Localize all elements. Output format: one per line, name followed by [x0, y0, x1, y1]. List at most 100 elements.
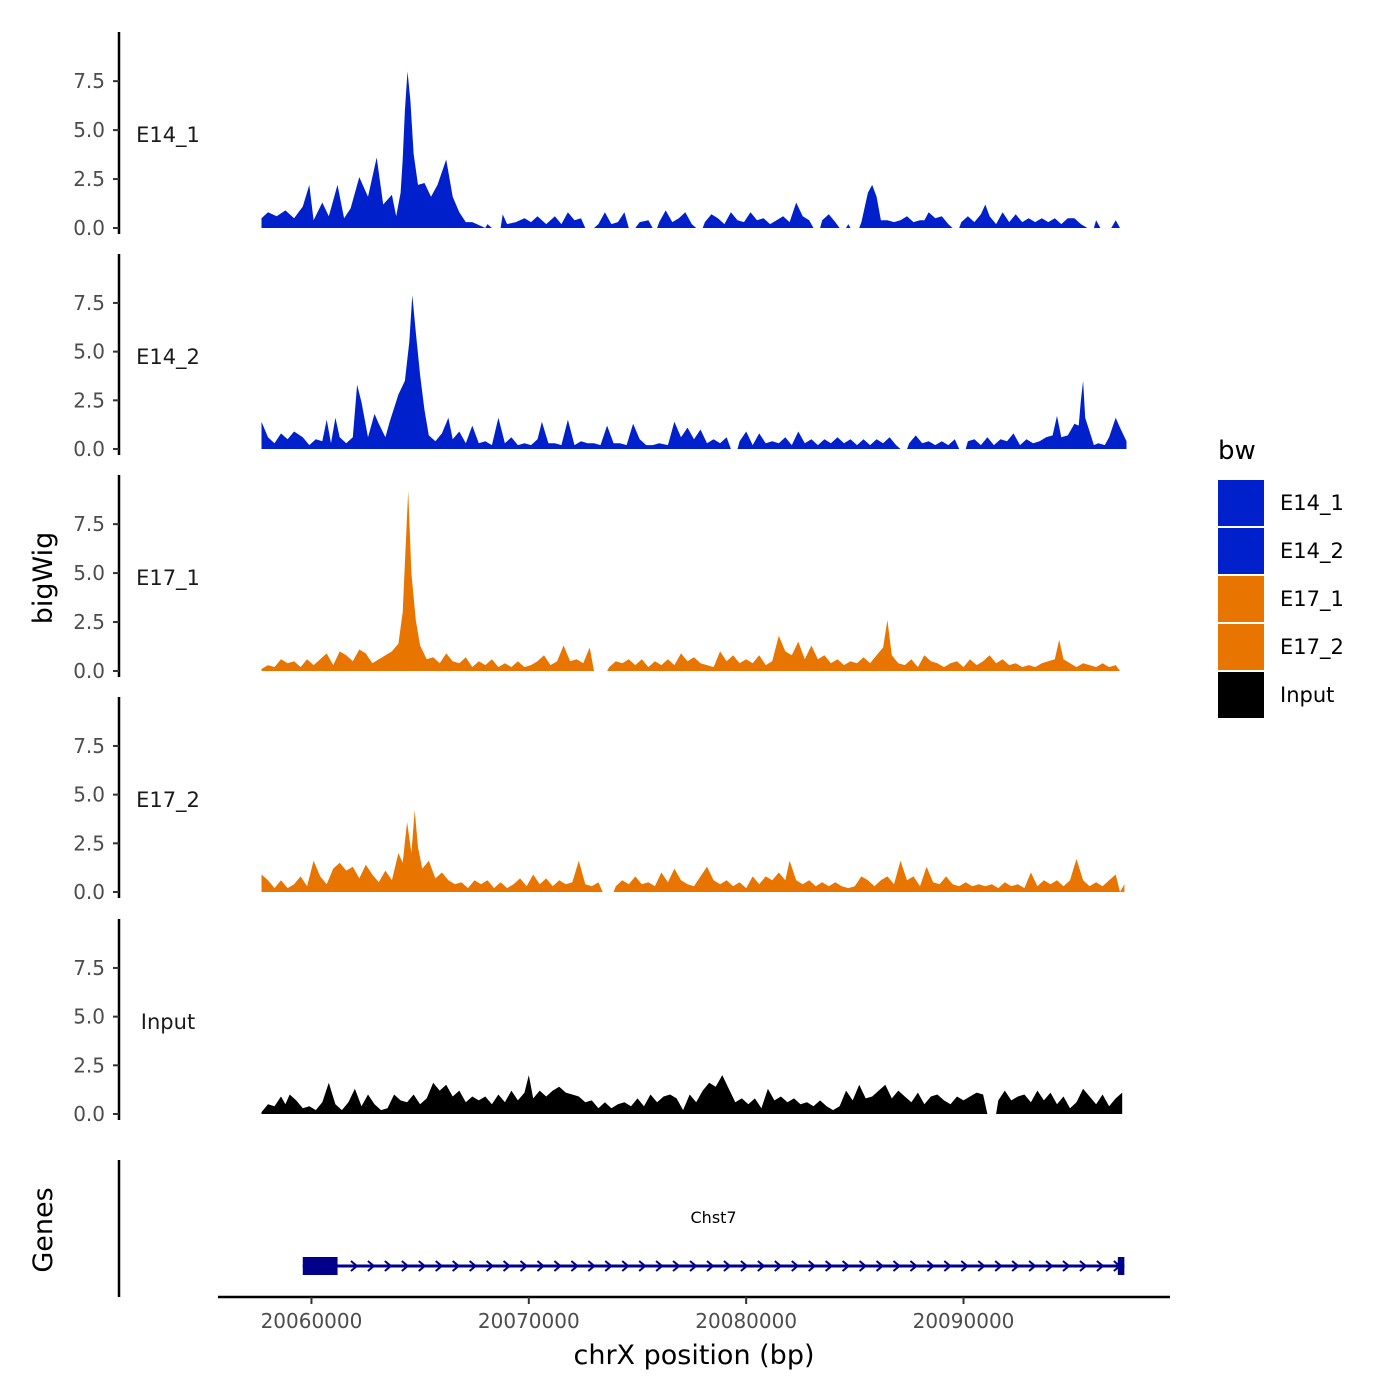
track-e14-1: 0.0 2.5 5.0 7.5 E14_1: [73, 32, 1120, 240]
y-tick-label: 0.0: [73, 659, 105, 683]
track-label: E17_1: [136, 566, 200, 591]
x-tick-label: 20060000: [261, 1309, 363, 1333]
strand-arrow: [655, 1260, 664, 1272]
strand-arrow: [909, 1260, 918, 1272]
y-tick-label: 5.0: [73, 340, 105, 364]
track-e17-1: 0.0 2.5 5.0 7.5 E17_1: [73, 475, 1120, 683]
legend-label: E17_1: [1280, 587, 1344, 612]
x-tick-label: 20080000: [695, 1309, 797, 1333]
strand-arrow: [621, 1260, 630, 1272]
strand-arrow: [1079, 1260, 1088, 1272]
strand-arrow: [875, 1260, 885, 1272]
y-tick-label: 7.5: [73, 512, 105, 536]
strand-arrow: [468, 1260, 478, 1272]
strand-arrow: [350, 1260, 359, 1272]
track-label: E17_2: [136, 788, 200, 813]
strand-arrow: [384, 1260, 393, 1272]
track-e17-2: 0.0 2.5 5.0 7.5 E17_2: [73, 697, 1125, 904]
strand-arrow: [604, 1260, 613, 1272]
legend-label: E14_1: [1280, 491, 1344, 516]
track-label: E14_2: [136, 345, 200, 370]
strand-arrow: [740, 1260, 749, 1272]
legend-label: E14_2: [1280, 539, 1344, 564]
coverage-area: [261, 810, 1125, 892]
strand-arrow: [587, 1260, 596, 1272]
strand-arrow: [791, 1260, 800, 1272]
legend-label: E17_2: [1280, 635, 1344, 660]
strand-arrow: [1062, 1260, 1071, 1272]
genes-panel: Genes Chst7: [28, 1160, 1125, 1297]
strand-arrow: [672, 1260, 681, 1272]
strand-arrow: [502, 1260, 512, 1272]
y-axis-title: bigWig: [28, 532, 59, 625]
gene-label: Chst7: [691, 1208, 737, 1227]
y-tick-label: 2.5: [73, 610, 105, 634]
strand-arrow: [367, 1260, 376, 1272]
y-tick-label: 0.0: [73, 216, 105, 240]
y-tick-label: 7.5: [73, 734, 105, 758]
legend-swatch: [1218, 624, 1264, 670]
strand-arrow: [1028, 1260, 1037, 1272]
legend-swatch: [1218, 480, 1264, 526]
strand-arrow: [960, 1260, 969, 1272]
gene-exon: [302, 1257, 338, 1275]
coverage-area: [261, 295, 1127, 449]
strand-arrow: [943, 1260, 952, 1272]
strand-arrow: [1096, 1260, 1105, 1272]
legend-title: bw: [1218, 436, 1256, 466]
x-axis-title: chrX position (bp): [573, 1340, 814, 1371]
strand-arrow: [1045, 1260, 1054, 1272]
strand-arrow: [824, 1260, 834, 1272]
legend-swatch: [1218, 672, 1264, 718]
genes-axis-title: Genes: [28, 1187, 59, 1272]
y-tick-label: 0.0: [73, 437, 105, 461]
y-tick-label: 2.5: [73, 167, 105, 191]
coverage-area: [261, 71, 1120, 229]
strand-arrow: [723, 1260, 732, 1272]
y-tick-label: 0.0: [73, 1102, 105, 1126]
strand-arrow: [977, 1260, 986, 1272]
strand-arrow: [689, 1260, 698, 1272]
strand-arrow: [570, 1260, 579, 1272]
y-tick-label: 5.0: [73, 561, 105, 585]
strand-arrow: [418, 1260, 427, 1272]
y-tick-label: 7.5: [73, 956, 105, 980]
strand-arrow: [452, 1260, 461, 1272]
strand-arrow: [757, 1260, 766, 1272]
strand-arrow: [808, 1260, 817, 1272]
coverage-area: [261, 1075, 1123, 1114]
strand-arrow: [994, 1260, 1003, 1272]
y-tick-label: 7.5: [73, 291, 105, 315]
y-tick-label: 5.0: [73, 783, 105, 807]
x-axis: 20060000 20070000 20080000 20090000: [218, 1295, 1170, 1333]
strand-arrow: [858, 1260, 868, 1272]
track-label: Input: [141, 1010, 195, 1034]
y-tick-label: 7.5: [73, 69, 105, 93]
legend-swatch: [1218, 528, 1264, 574]
strand-arrow: [401, 1260, 410, 1272]
strand-arrow: [536, 1260, 545, 1272]
strand-arrow: [1011, 1260, 1020, 1272]
strand-arrow: [553, 1260, 562, 1272]
y-tick-label: 2.5: [73, 831, 105, 855]
y-tick-label: 5.0: [73, 118, 105, 142]
strand-arrow: [435, 1260, 444, 1272]
y-tick-label: 2.5: [73, 388, 105, 412]
strand-arrow: [1113, 1260, 1122, 1272]
coverage-tracks: 0.0 2.5 5.0 7.5 E14_1 0.0 2.5 5.0 7.5 E14_2 0.0 2.5…: [73, 32, 1127, 1126]
legend-swatch: [1218, 576, 1264, 622]
strand-arrow: [774, 1260, 783, 1272]
track-label: E14_1: [136, 123, 200, 148]
coverage-area: [261, 490, 1120, 671]
strand-arrow: [892, 1260, 902, 1272]
strand-arrow: [926, 1260, 935, 1272]
y-tick-label: 2.5: [73, 1053, 105, 1077]
track-e14-2: 0.0 2.5 5.0 7.5 E14_2: [73, 254, 1127, 461]
y-tick-label: 0.0: [73, 880, 105, 904]
x-tick-label: 20090000: [913, 1309, 1015, 1333]
strand-arrow: [519, 1260, 529, 1272]
x-tick-label: 20070000: [478, 1309, 580, 1333]
strand-arrow: [638, 1260, 647, 1272]
legend-label: Input: [1280, 683, 1334, 707]
